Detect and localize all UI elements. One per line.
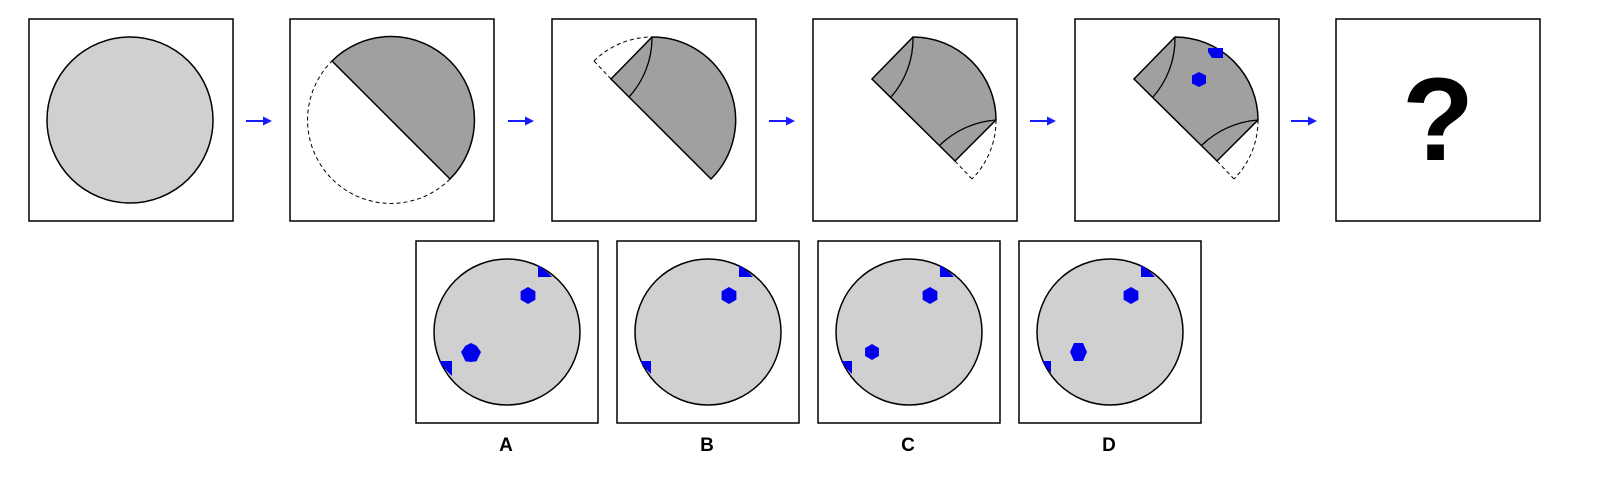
question-panel: ?	[1335, 18, 1541, 222]
arrow-right-icon	[508, 116, 534, 126]
option-d[interactable]: D	[1018, 240, 1202, 456]
hexagon-hole-icon	[1070, 343, 1087, 361]
corner-notch-icon	[1208, 48, 1223, 58]
corner-notch-icon	[1042, 361, 1051, 373]
hexagon-hole-icon	[1123, 287, 1139, 304]
folded-half	[330, 35, 476, 181]
corner-notch-icon	[739, 265, 753, 277]
corner-notch-icon	[1141, 265, 1155, 277]
arrow-right-icon	[1030, 116, 1056, 126]
hexagon-hole-icon	[721, 287, 737, 304]
corner-notch-icon	[841, 361, 852, 374]
corner-notch-icon	[640, 361, 651, 374]
option-label: A	[499, 435, 513, 456]
fold-arc-upper	[890, 36, 914, 98]
step-2-panel	[289, 18, 495, 222]
hexagon-hole-icon	[461, 343, 481, 362]
option-label: C	[901, 435, 915, 456]
folded-shape	[1132, 36, 1259, 163]
option-c[interactable]: C	[817, 240, 1001, 456]
fold-arc-lower	[939, 119, 997, 146]
step-5-panel	[1074, 18, 1280, 222]
fold-arc-lower	[1201, 119, 1259, 146]
unfolded-circle	[433, 258, 581, 406]
question-mark: ?	[1402, 54, 1474, 186]
hexagon-hole-icon	[520, 287, 536, 304]
option-a[interactable]: A	[415, 240, 599, 456]
arrow-right-icon	[1291, 116, 1317, 126]
folded-sector	[609, 36, 737, 181]
hexagon-hole-icon	[922, 287, 938, 304]
paper-circle	[46, 36, 214, 204]
hexagon-hole-icon	[1192, 72, 1206, 87]
unfolded-circle	[1036, 258, 1184, 406]
dashed-original-outline	[971, 119, 997, 180]
fold-arc-upper	[1152, 36, 1176, 98]
option-b[interactable]: B	[616, 240, 800, 456]
hexagon-hole-icon	[865, 344, 879, 360]
option-label: D	[1102, 435, 1116, 456]
dashed-original-outline	[1233, 119, 1259, 180]
arrow-right-icon	[769, 116, 795, 126]
folded-shape	[870, 36, 997, 163]
corner-notch-icon	[940, 265, 954, 277]
corner-notch-icon	[538, 265, 552, 277]
question-frame	[1335, 18, 1541, 222]
step-1-panel	[28, 18, 234, 222]
fold-arc	[628, 36, 653, 98]
step-3-panel	[551, 18, 757, 222]
unfolded-circle	[634, 258, 782, 406]
unfolded-circle	[835, 258, 983, 406]
step-4-panel	[812, 18, 1018, 222]
corner-notch-icon	[439, 361, 452, 376]
arrow-right-icon	[246, 116, 272, 126]
dashed-original-outline	[307, 60, 451, 204]
option-label: B	[700, 435, 714, 456]
dashed-original-outline	[593, 36, 653, 62]
